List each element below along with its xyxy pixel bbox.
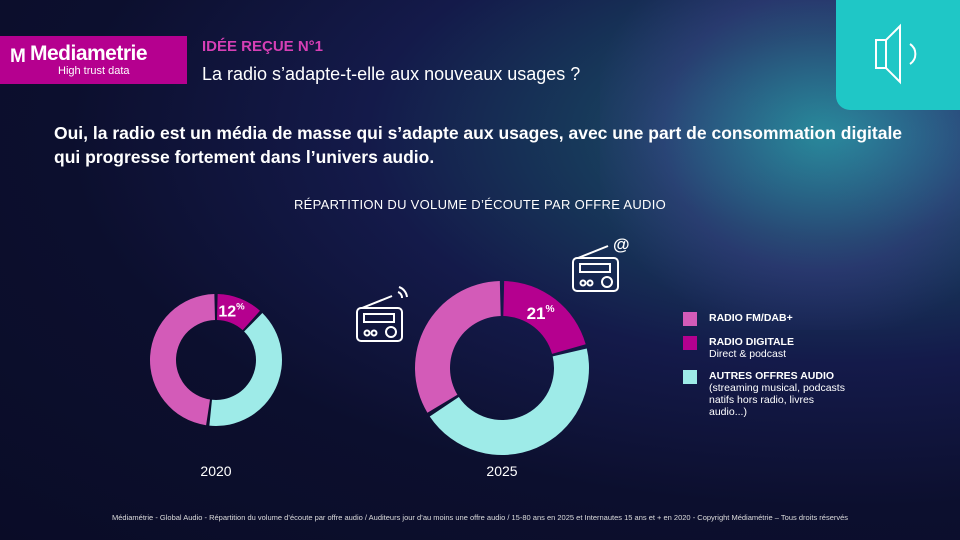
chart-title: RÉPARTITION DU VOLUME D’ÉCOUTE PAR OFFRE… [293, 197, 667, 212]
year-label-2025: 2025 [486, 463, 518, 479]
logo-name: Mediametrie [30, 42, 148, 65]
legend-title: RADIO DIGITALE [709, 336, 794, 348]
donut-slice-2025-0 [503, 281, 586, 354]
legend-sub: Direct & podcast [709, 348, 787, 360]
legend-sub: (streaming musical, podcasts natifs hors… [709, 382, 845, 418]
sound-button[interactable] [836, 0, 960, 110]
speaker-icon [875, 23, 917, 85]
legend-item-other: AUTRES OFFRES AUDIO (streaming musical, p… [683, 370, 854, 418]
question-title: La radio s’adapte-t-elle aux nouveaux us… [202, 64, 581, 84]
svg-text:@: @ [613, 235, 630, 254]
mediametrie-logo: M Mediametrie High trust data [0, 36, 187, 84]
donut-slice-2020-1 [209, 313, 282, 426]
legend-title: AUTRES OFFRES AUDIO [709, 370, 835, 382]
donut-slice-2025-1 [429, 348, 589, 456]
legend-item-fm: RADIO FM/DAB+ [683, 312, 854, 326]
donut-slice-2025-2 [414, 281, 501, 413]
legend-item-digital: RADIO DIGITALE Direct & podcast [683, 336, 854, 360]
logo-mark: M [10, 46, 26, 67]
legend-swatch [683, 370, 697, 384]
year-label-2020: 2020 [200, 463, 232, 479]
legend-title: RADIO FM/DAB+ [709, 312, 793, 324]
footer-source: Médiamétrie - Global Audio - Répartition… [111, 513, 849, 522]
legend-swatch [683, 336, 697, 350]
logo-tagline: High trust data [58, 65, 130, 77]
donut-slice-2020-0 [216, 294, 260, 331]
kicker: IDÉE REÇUE N°1 [202, 38, 324, 55]
donut-slice-2020-2 [150, 294, 216, 426]
lead-text: Oui, la radio est un média de masse qui … [54, 123, 903, 167]
digital-radio-icon: @ [572, 235, 630, 292]
legend-swatch [683, 312, 697, 326]
radio-icon [356, 286, 408, 342]
legend: RADIO FM/DAB+ RADIO DIGITALE Direct & pod… [683, 312, 854, 428]
